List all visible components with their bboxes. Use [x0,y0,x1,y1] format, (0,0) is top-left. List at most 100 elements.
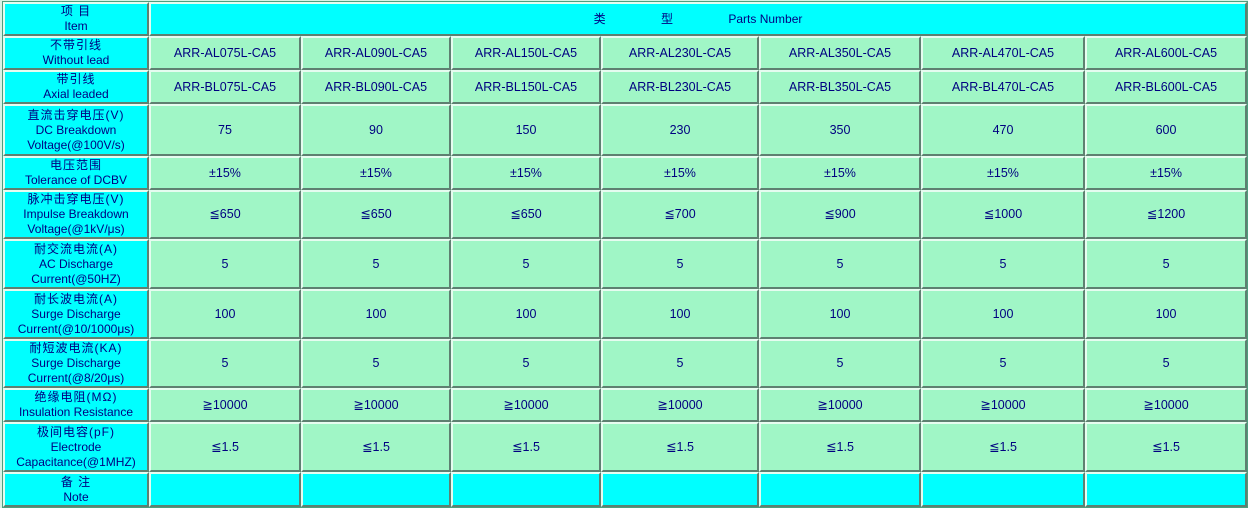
row-header-en: Note [63,489,89,504]
value-cell: ≦650 [149,190,301,239]
value-cell: 5 [1085,339,1248,388]
value-cell: 5 [451,339,601,388]
row-header-en: Tolerance of DCBV [24,173,128,187]
value-cell: ±15% [759,156,921,190]
value-cell: 100 [759,289,921,339]
value-cell: ≦1.5 [149,422,301,472]
row-header-en: Surge Discharge Current(@8/20μs) [27,356,125,385]
row-header-en: Electrode Capacitance(@1MHZ) [16,439,136,469]
value-cell: ±15% [451,156,601,190]
value-cell: 150 [451,104,601,156]
row-header-zh: 直流击穿电压(V) [27,107,125,122]
value-cell: ≦900 [759,190,921,239]
item-header-zh: 项 目 [60,4,92,18]
value-cell: ±15% [149,156,301,190]
row-header-dc-breakdown: 直流击穿电压(V) DC Breakdown Voltage(@100V/s) [3,104,149,156]
value-cell: 75 [149,104,301,156]
value-cell: ≦1.5 [451,422,601,472]
value-cell: ≧10000 [1085,388,1248,422]
row-header-zh: 带引线 [56,72,96,86]
value-cell: ≦1.5 [301,422,451,472]
part-number-cell: ARR-BL600L-CA5 [1085,70,1248,104]
value-cell: 100 [149,289,301,339]
value-cell: ≦650 [451,190,601,239]
row-header-en: Axial leaded [43,87,109,101]
row-header-en: AC Discharge Current(@50HZ) [31,256,121,286]
parts-number-header-cell: 类 型 Parts Number [149,2,1248,36]
value-cell: ≦1.5 [1085,422,1248,472]
row-header-zh: 不带引线 [49,38,102,52]
value-cell: 90 [301,104,451,156]
row-header-en: Surge Discharge Current(@10/1000μs) [17,306,135,336]
row-header-surge-short: 耐短波电流(KA) Surge Discharge Current(@8/20μ… [3,339,149,388]
value-cell: ≧10000 [301,388,451,422]
value-cell: ±15% [601,156,759,190]
value-cell: 350 [759,104,921,156]
row-header-note: 备 注 Note [3,472,149,507]
part-number-cell: ARR-BL090L-CA5 [301,70,451,104]
item-header-en: Item [64,19,88,33]
value-cell: 100 [601,289,759,339]
row-header-axial-leaded: 带引线 Axial leaded [3,70,149,104]
row-header-impulse-breakdown: 脉冲击穿电压(V) Impulse Breakdown Voltage(@1kV… [3,190,149,239]
part-number-cell: ARR-BL470L-CA5 [921,70,1085,104]
value-cell: ±15% [301,156,451,190]
row-ac-discharge-current: 耐交流电流(A) AC Discharge Current(@50HZ) 5 5… [3,239,1248,289]
note-cell [921,472,1085,507]
row-header-insulation: 绝缘电阻(MΩ) Insulation Resistance [3,388,149,422]
row-header-en: Insulation Resistance [18,405,134,419]
row-header-tolerance: 电压范围 Tolerance of DCBV [3,156,149,190]
row-insulation-resistance: 绝缘电阻(MΩ) Insulation Resistance ≧10000 ≧1… [3,388,1248,422]
value-cell: ≦1.5 [601,422,759,472]
part-number-cell: ARR-BL150L-CA5 [451,70,601,104]
value-cell: 470 [921,104,1085,156]
value-cell: ≦650 [301,190,451,239]
row-dc-breakdown-voltage: 直流击穿电压(V) DC Breakdown Voltage(@100V/s) … [3,104,1248,156]
value-cell: ≦700 [601,190,759,239]
row-header-surge-long: 耐长波电流(A) Surge Discharge Current(@10/100… [3,289,149,339]
row-header-zh: 绝缘电阻(MΩ) [34,390,118,404]
part-number-cell: ARR-AL470L-CA5 [921,36,1085,70]
value-cell: 5 [759,339,921,388]
value-cell: 100 [301,289,451,339]
value-cell: 5 [601,339,759,388]
value-cell: 100 [1085,289,1248,339]
row-tolerance: 电压范围 Tolerance of DCBV ±15% ±15% ±15% ±1… [3,156,1248,190]
note-cell [149,472,301,507]
value-cell: ≦1200 [1085,190,1248,239]
row-header-zh: 脉冲击穿电压(V) [27,192,125,206]
part-number-cell: ARR-BL350L-CA5 [759,70,921,104]
value-cell: ≦1.5 [921,422,1085,472]
row-header-zh: 极间电容(pF) [37,424,115,439]
part-number-cell: ARR-AL075L-CA5 [149,36,301,70]
row-header-en: Without lead [42,53,110,67]
value-cell: 5 [149,239,301,289]
row-axial-leaded: 带引线 Axial leaded ARR-BL075L-CA5 ARR-BL09… [3,70,1248,104]
value-cell: ≧10000 [921,388,1085,422]
row-header-zh: 电压范围 [49,158,102,172]
value-cell: ≧10000 [451,388,601,422]
value-cell: ≦1.5 [759,422,921,472]
row-header-capacitance: 极间电容(pF) Electrode Capacitance(@1MHZ) [3,422,149,472]
item-header-cell: 项 目 Item [3,2,149,36]
value-cell: 5 [921,239,1085,289]
row-header-en: Impulse Breakdown Voltage(@1kV/μs) [23,207,129,236]
value-cell: 5 [601,239,759,289]
value-cell: 5 [301,239,451,289]
row-impulse-breakdown-voltage: 脉冲击穿电压(V) Impulse Breakdown Voltage(@1kV… [3,190,1248,239]
part-number-cell: ARR-AL230L-CA5 [601,36,759,70]
value-cell: 600 [1085,104,1248,156]
row-electrode-capacitance: 极间电容(pF) Electrode Capacitance(@1MHZ) ≦1… [3,422,1248,472]
part-number-cell: ARR-BL075L-CA5 [149,70,301,104]
value-cell: 5 [301,339,451,388]
type-header-en: Parts Number [728,11,803,26]
value-cell: ≦1000 [921,190,1085,239]
row-header-without-lead: 不带引线 Without lead [3,36,149,70]
value-cell: 5 [921,339,1085,388]
value-cell: ±15% [921,156,1085,190]
part-number-cell: ARR-AL150L-CA5 [451,36,601,70]
row-without-lead: 不带引线 Without lead ARR-AL075L-CA5 ARR-AL0… [3,36,1248,70]
value-cell: 5 [149,339,301,388]
value-cell: ≧10000 [601,388,759,422]
